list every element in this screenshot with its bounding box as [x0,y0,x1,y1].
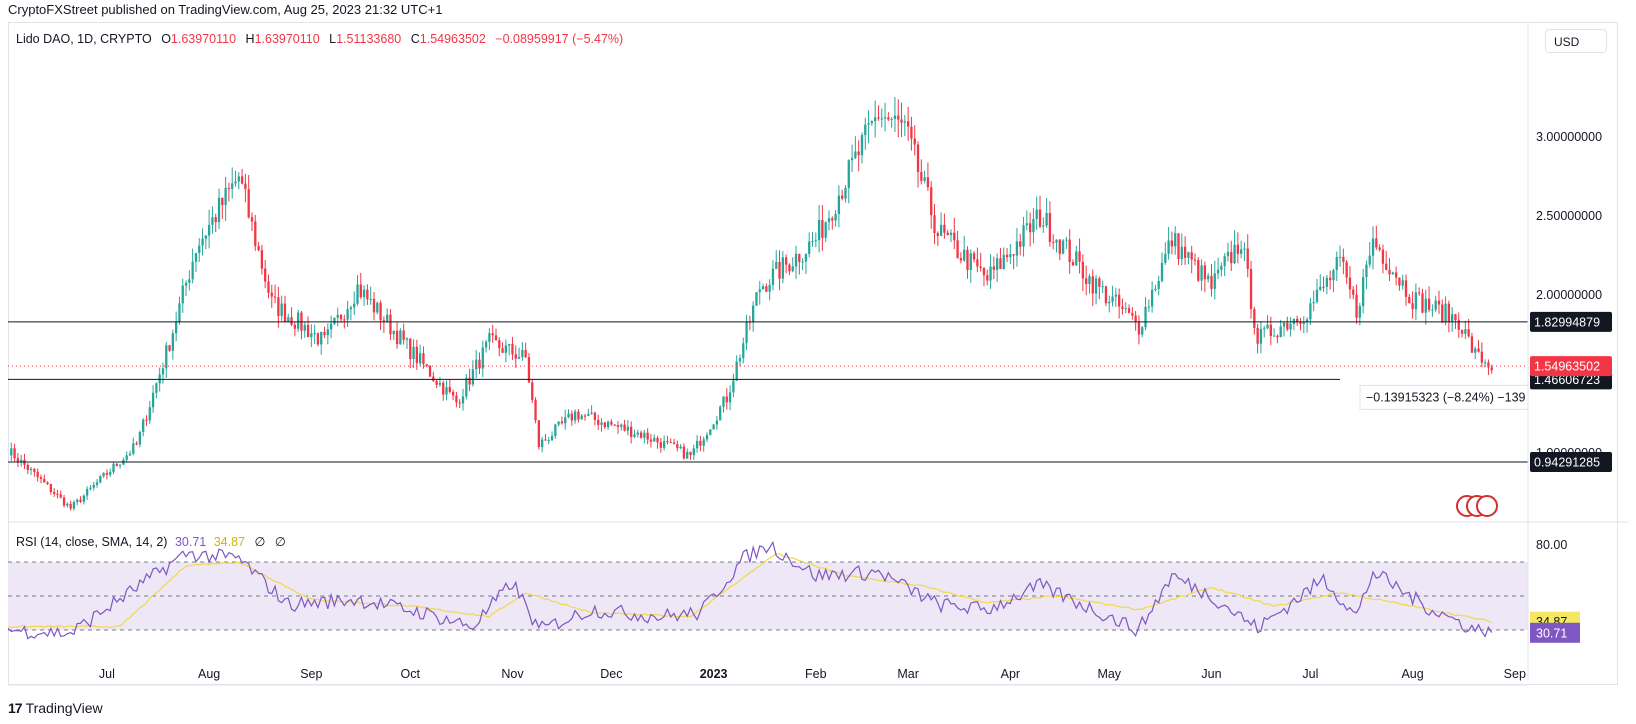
change-value: −0.08959917 (−5.47%) [495,32,624,46]
close-label: C [410,32,420,46]
tradingview-logo-icon: 17 [8,700,23,716]
chart-frame [8,22,1618,685]
tradingview-brand: TradingView [25,700,103,716]
open-value: 1.63970110 [170,32,237,46]
high-value: 1.63970110 [254,32,320,46]
tradingview-footer[interactable]: 17 TradingView [8,700,103,716]
symbol-label[interactable]: Lido DAO, 1D, CRYPTO [16,32,152,46]
rsi-legend: RSI (14, close, SMA, 14, 2) 30.71 34.87 … [16,534,286,549]
rsi-legend-value: 30.71 [174,535,207,549]
close-value: 1.54963502 [419,32,486,46]
rsi-extra-2: ∅ [274,535,286,549]
currency-selector[interactable]: USD [1545,29,1607,53]
ohlc-legend: Lido DAO, 1D, CRYPTO O1.63970110 H1.6397… [16,32,623,46]
rsi-title[interactable]: RSI (14, close, SMA, 14, 2) [16,535,168,549]
low-value: 1.51133680 [336,32,402,46]
rsi-extra-1: ∅ [254,535,266,549]
high-label: H [245,32,255,46]
open-label: O [161,32,171,46]
sma-legend-value: 34.87 [213,535,245,549]
low-label: L [329,32,337,46]
published-info: CryptoFXStreet published on TradingView.… [8,2,443,17]
